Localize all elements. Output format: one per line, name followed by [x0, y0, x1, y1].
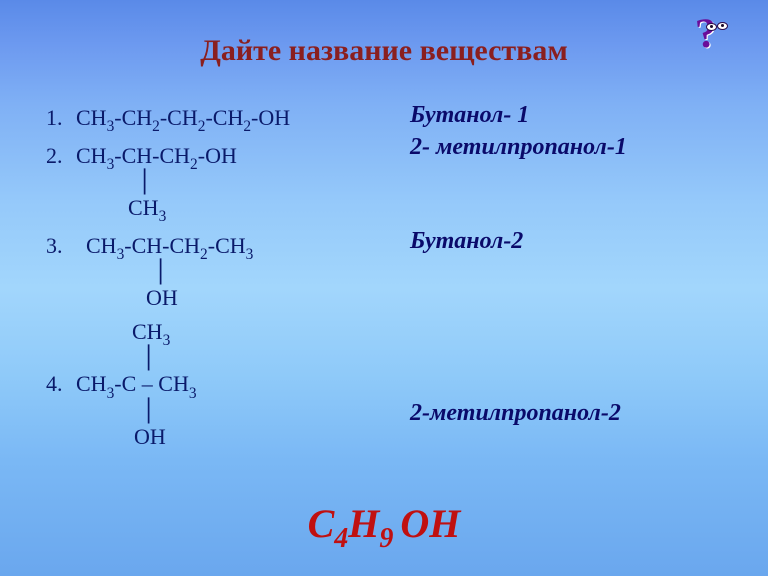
formula-text: CH3-CH-CH2-CH3: [76, 232, 253, 264]
formula-row: 3. CH3-CH-CH2-CH3 │ OH: [46, 232, 386, 312]
branch-text: OH: [46, 423, 386, 451]
formula-text: CH3-CH2-CH2-CH2-OH: [76, 104, 290, 136]
formula-block: CH3-CH-CH2-CH3 │ OH: [76, 232, 253, 312]
formula-text: CH3-CH-CH2-OH: [76, 142, 237, 174]
answer-text: 2- метилпропанол-1: [410, 132, 740, 162]
answer-text: 2-метилпропанол-2: [410, 398, 740, 428]
bond-line: │: [76, 263, 253, 284]
branch-text: OH: [76, 284, 253, 312]
item-number: 4.: [46, 370, 76, 398]
formula-row: CH3 │ 4. CH3-C – CH3 │ OH: [46, 318, 386, 451]
formulas-column: 1. CH3-CH2-CH2-CH2-OH 2. CH3-CH-CH2-OH │…: [46, 104, 386, 450]
item-number: 2.: [46, 142, 76, 170]
slide: ? Дайте название веществам 1. CH3-CH2-CH…: [0, 0, 768, 576]
answers-column: Бутанол- 1 2- метилпропанол-1 Бутанол-2 …: [410, 100, 740, 428]
formula-block: CH3-CH-CH2-OH │ CH3: [76, 142, 237, 226]
formula-row: 1. CH3-CH2-CH2-CH2-OH: [46, 104, 386, 136]
formula-text: CH3-C – CH3: [76, 370, 197, 402]
bond-line: │: [46, 349, 386, 370]
formula-row: 2. CH3-CH-CH2-OH │ CH3: [46, 142, 386, 226]
answer-text: Бутанол-2: [410, 226, 740, 256]
bond-line: │: [76, 173, 237, 194]
branch-text: CH3: [76, 194, 237, 226]
branch-text: CH3: [46, 318, 386, 350]
answer-text: Бутанол- 1: [410, 100, 740, 130]
general-formula: C4H9 OH: [0, 500, 768, 554]
slide-title: Дайте название веществам: [0, 34, 768, 68]
item-number: 3.: [46, 232, 76, 260]
bond-line: │: [46, 402, 386, 423]
item-number: 1.: [46, 104, 76, 132]
